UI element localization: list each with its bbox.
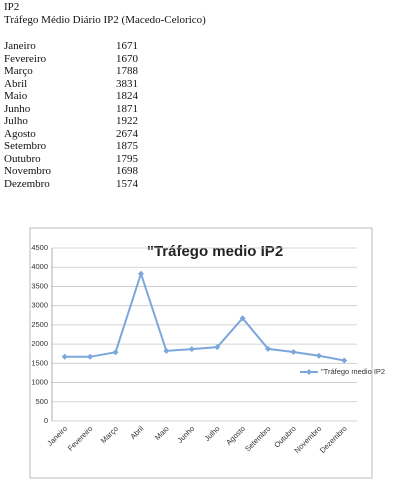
month: Novembro	[4, 165, 52, 177]
month: Outubro	[4, 152, 41, 165]
table-row: Abril 3831	[4, 78, 144, 91]
data-table: Janeiro 1671 Fevereiro 1670 Março 1788 Abril 38…	[4, 40, 144, 190]
month: Junho	[4, 102, 31, 115]
table-row: Novembro 1698	[4, 165, 144, 178]
data-point	[290, 348, 297, 355]
y-tick-label: 3500	[31, 281, 48, 290]
month: Abril	[4, 77, 28, 90]
traffic-value: 1922	[116, 115, 138, 127]
traffic-value: 1875	[116, 140, 138, 152]
month: Março	[4, 65, 33, 77]
month: Julho	[4, 115, 28, 127]
doc-label: IP2	[4, 1, 20, 13]
data-point	[214, 344, 221, 351]
month: Maio	[4, 90, 28, 102]
table-row: Setembro 1875	[4, 140, 144, 153]
traffic-value: 3831	[116, 77, 138, 90]
data-point	[315, 352, 322, 359]
data-point	[239, 315, 246, 322]
y-tick-label: 1500	[31, 358, 48, 367]
data-point	[163, 347, 170, 354]
table-row: Dezembro 1574	[4, 178, 144, 191]
doc-title: Tráfego Médio Diário IP2 (Macedo-Celoric…	[4, 14, 206, 26]
traffic-value: 1871	[116, 102, 138, 115]
y-tick-label: 1000	[31, 378, 48, 387]
data-point	[61, 353, 68, 360]
table-row: Maio 1824	[4, 90, 144, 103]
month: Dezembro	[4, 177, 50, 190]
data-point	[112, 349, 119, 356]
traffic-value: 1795	[116, 152, 138, 165]
table-row: Junho 1871	[4, 103, 144, 116]
traffic-value: 1698	[116, 165, 138, 177]
data-point	[87, 353, 94, 360]
data-point	[265, 345, 272, 352]
month: Agosto	[4, 127, 36, 140]
traffic-value: 1788	[116, 65, 138, 77]
y-tick-label: 2000	[31, 339, 48, 348]
table-row: Outubro 1795	[4, 153, 144, 166]
data-line	[64, 270, 345, 362]
chart-frame	[29, 227, 373, 479]
traffic-value: 1574	[116, 177, 138, 190]
traffic-value: 1824	[116, 90, 138, 102]
month: Setembro	[4, 140, 47, 152]
traffic-value: 1671	[116, 40, 138, 52]
table-row: Agosto 2674	[4, 128, 144, 141]
y-tick-label: 500	[35, 397, 48, 406]
traffic-value: 2674	[116, 127, 138, 140]
table-row: Julho 1922	[4, 115, 144, 128]
legend-marker	[306, 369, 312, 375]
y-tick-label: 3000	[31, 301, 48, 310]
chart-title: "Tráfego medio IP2	[147, 243, 283, 260]
data-point	[341, 357, 348, 364]
data-point	[137, 270, 144, 277]
traffic-value: 1670	[116, 52, 138, 65]
y-tick-label: 4500	[31, 243, 48, 252]
y-tick-label: 4000	[31, 262, 48, 271]
table-row: Março 1788	[4, 65, 144, 78]
table-row: Janeiro 1671	[4, 40, 144, 53]
table-row: Fevereiro 1670	[4, 53, 144, 66]
month: Fevereiro	[4, 52, 47, 65]
data-point	[188, 346, 195, 353]
y-tick-label: 2500	[31, 320, 48, 329]
month: Janeiro	[4, 40, 36, 52]
y-tick-label: 0	[44, 416, 48, 425]
legend-label: "Tráfego medio IP2	[321, 367, 385, 376]
